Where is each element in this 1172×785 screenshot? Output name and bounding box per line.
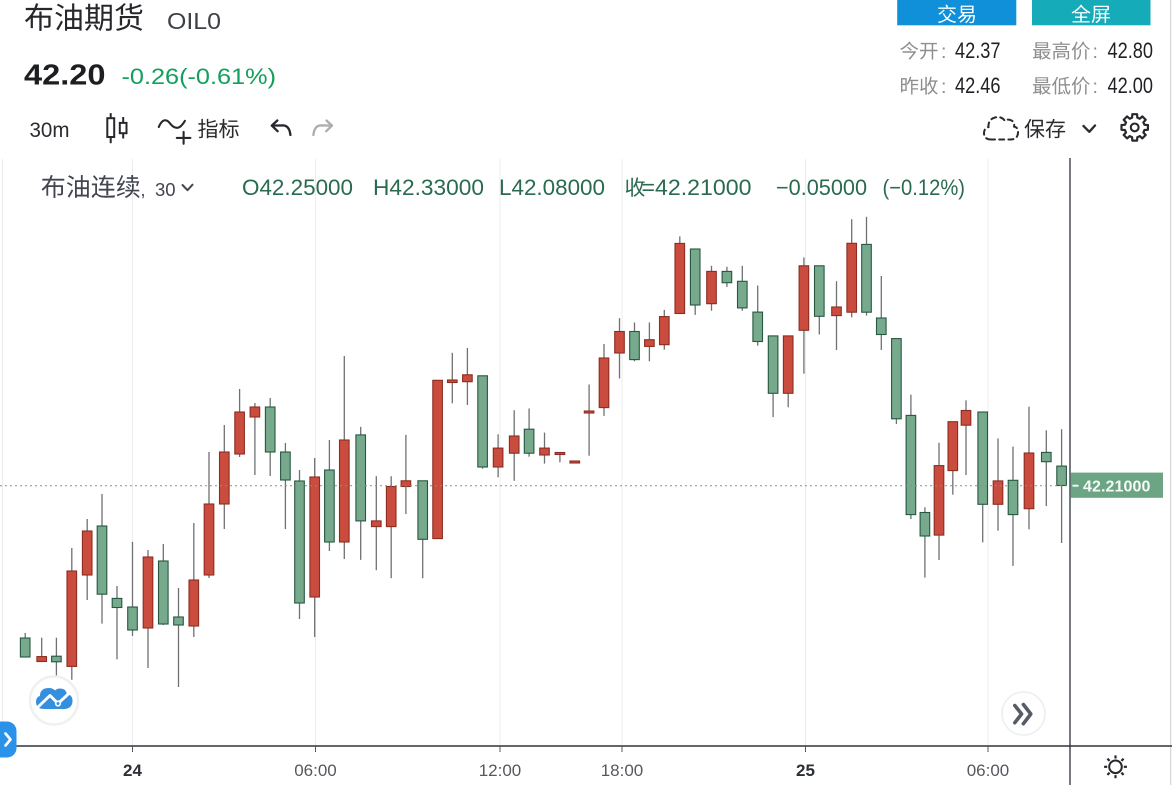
svg-text:42.21000: 42.21000 <box>1083 479 1151 496</box>
svg-text:30: 30 <box>155 179 176 200</box>
svg-text:-0.26(-0.61%): -0.26(-0.61%) <box>122 64 277 89</box>
svg-text:42.20: 42.20 <box>24 60 106 92</box>
svg-text:(−0.12%): (−0.12%) <box>883 175 966 200</box>
svg-text::: : <box>1093 76 1098 98</box>
svg-text::: : <box>941 76 946 98</box>
svg-text:12:00: 12:00 <box>479 761 522 780</box>
svg-text:42.80: 42.80 <box>1108 38 1154 63</box>
svg-text:25: 25 <box>796 761 815 780</box>
svg-text:42.37: 42.37 <box>955 38 1001 63</box>
svg-text:06:00: 06:00 <box>967 761 1010 780</box>
svg-text:30m: 30m <box>30 119 70 142</box>
svg-text:06:00: 06:00 <box>294 761 337 780</box>
svg-text:H42.33000: H42.33000 <box>373 175 484 200</box>
svg-text:42.46: 42.46 <box>955 73 1001 98</box>
svg-text:,: , <box>141 180 146 200</box>
svg-text:O42.25000: O42.25000 <box>242 175 353 200</box>
svg-text:−0.05000: −0.05000 <box>776 175 867 200</box>
svg-text::: : <box>941 41 946 63</box>
svg-text:24: 24 <box>123 761 142 780</box>
svg-text:42.00: 42.00 <box>1108 73 1154 98</box>
svg-text:OIL0: OIL0 <box>167 8 221 34</box>
svg-text:=42.21000: =42.21000 <box>642 175 752 200</box>
svg-text:L42.08000: L42.08000 <box>499 175 605 200</box>
svg-text:18:00: 18:00 <box>601 761 644 780</box>
svg-text::: : <box>1093 41 1098 63</box>
